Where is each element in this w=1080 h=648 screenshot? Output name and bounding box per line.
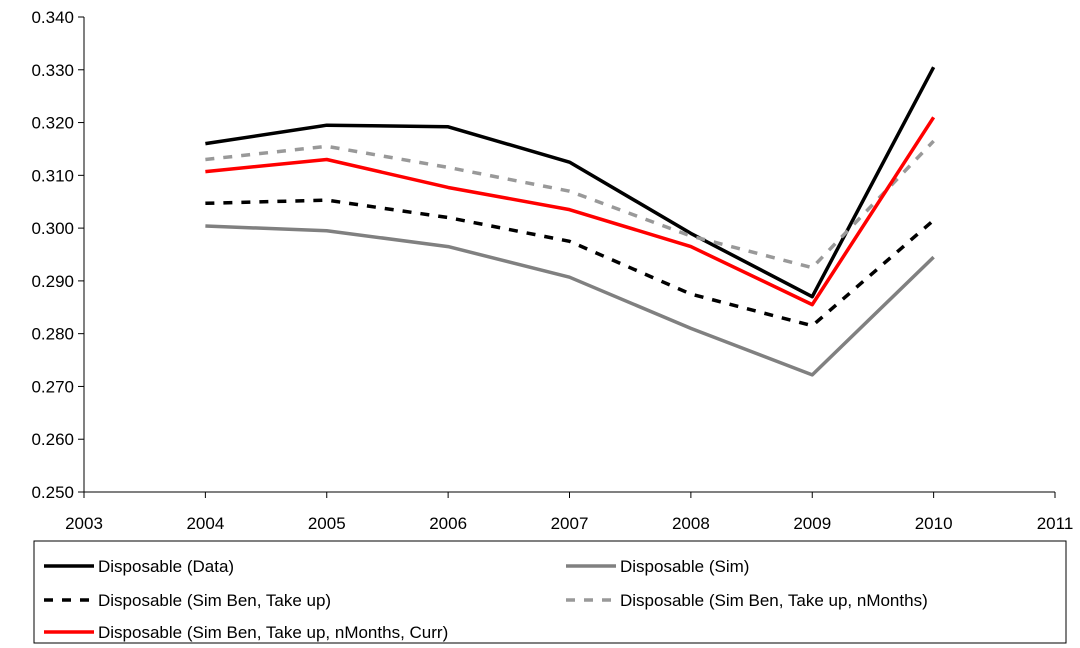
- series-line-disposable-sim-ben-take-up-nmonths: [205, 139, 935, 270]
- x-tick-label: 2008: [672, 514, 710, 533]
- x-tick-label: 2003: [65, 514, 103, 533]
- y-tick-label: 0.280: [31, 325, 74, 344]
- y-tick-label: 0.260: [31, 430, 74, 449]
- axes: 0.250 0.260 0.270 0.280 0.290 0.300 0.310 0.320…: [31, 8, 1073, 533]
- y-tick-label: 0.270: [31, 377, 74, 396]
- x-tick-label: 2006: [429, 514, 467, 533]
- y-tick-label: 0.300: [31, 219, 74, 238]
- y-tick-label: 0.330: [31, 61, 74, 80]
- legend: Disposable (Data) Disposable (Sim) Disposa…: [33, 540, 1067, 644]
- legend-label: Disposable (Data): [98, 557, 234, 576]
- legend-label: Disposable (Sim Ben, Take up, nMonths, C…: [98, 623, 448, 642]
- series-line-disposable-data: [205, 66, 936, 299]
- x-tick-label: 2007: [551, 514, 589, 533]
- x-tick-label: 2010: [915, 514, 953, 533]
- legend-label: Disposable (Sim): [620, 557, 749, 576]
- y-tick-label: 0.340: [31, 8, 74, 27]
- series-line-disposable-sim-ben-take-up: [205, 198, 935, 328]
- legend-label: Disposable (Sim Ben, Take up): [98, 591, 331, 610]
- x-tick-label: 2005: [308, 514, 346, 533]
- y-tick-label: 0.250: [31, 483, 74, 502]
- legend-box: [33, 540, 1067, 644]
- y-tick-label: 0.310: [31, 166, 74, 185]
- x-tick-label: 2011: [1037, 514, 1074, 533]
- series-layer: [205, 66, 936, 377]
- y-tick-label: 0.320: [31, 114, 74, 133]
- series-line-disposable-sim-ben-take-up-nmonths-curr: [205, 116, 936, 307]
- x-tick-label: 2004: [186, 514, 224, 533]
- x-tick-label: 2009: [793, 514, 831, 533]
- legend-label: Disposable (Sim Ben, Take up, nMonths): [620, 591, 928, 610]
- y-tick-label: 0.290: [31, 272, 74, 291]
- series-line-disposable-sim: [205, 224, 935, 377]
